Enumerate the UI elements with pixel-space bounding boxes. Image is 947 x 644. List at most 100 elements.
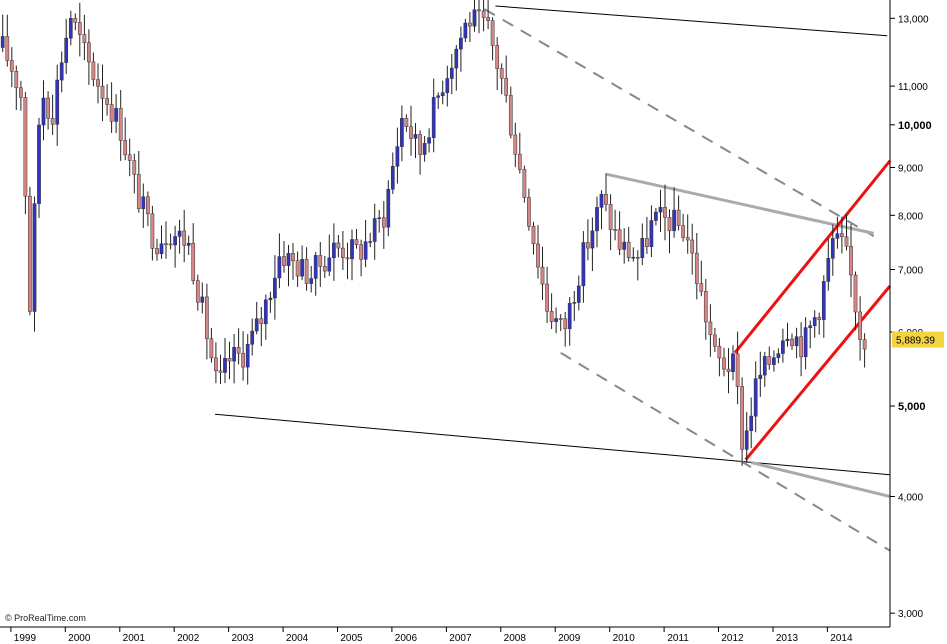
candle-layer [0,0,867,466]
x-tick-label: 2002 [177,633,200,644]
candle-body [168,243,173,246]
candle-body [481,10,486,18]
gray-support-line [750,461,891,498]
candle-body [826,258,831,282]
candle-body [377,217,382,219]
candle-body [82,34,87,43]
x-tick-label: 2013 [776,633,799,644]
candle-body [127,154,132,161]
candle-body [413,134,418,139]
red-channel-lower [744,285,892,461]
candle-body [676,209,681,226]
candle-body [164,243,168,245]
candle-body [46,97,50,119]
candle-body [182,230,187,246]
y-tick-label: 7,000 [898,266,923,277]
candle-body [445,78,450,93]
candle-body [672,209,676,232]
x-tick-label: 2012 [721,633,744,644]
x-tick-label: 2010 [613,633,636,644]
candle-body [472,9,477,27]
candle-body [722,357,726,370]
candle-body [132,160,137,175]
candle-body [73,18,78,23]
candle-body [685,237,690,241]
candle-body [853,274,858,313]
candle-body [150,213,155,249]
candle-body [177,230,182,237]
candle-body [463,22,468,39]
candle-body [513,134,518,155]
candle-body [295,260,300,277]
candle-body [186,242,191,246]
y-tick-label: 13,000 [898,14,929,25]
candle-body [536,243,540,268]
candle-body [263,299,268,325]
x-tick-label: 2011 [667,633,689,644]
candle-body [87,42,91,63]
lower-dashed-trendline [560,351,891,552]
last-price-tag: 5,889.39 [892,331,944,348]
candle-body [785,338,790,342]
candle-body [232,347,236,362]
candle-body [690,239,695,254]
candle-body [477,9,481,12]
candle-body [327,257,332,272]
y-tick-label: 11,000 [898,82,928,93]
candle-body [726,368,731,372]
candle-body [821,281,826,320]
candle-body [431,97,436,138]
candle-body [803,327,808,358]
candle-body [508,95,513,136]
candle-body [449,67,454,79]
x-tick-label: 2004 [286,633,309,644]
candle-body [744,430,749,450]
candle-body [205,296,209,340]
candle-body [740,386,744,450]
candle-body [708,321,713,336]
candle-body [563,318,568,329]
candle-body [345,257,350,260]
candle-body [527,197,531,227]
candle-body [250,330,255,345]
candle-body [468,22,472,27]
candle-body [100,85,105,99]
candle-body [195,280,200,303]
candle-body [436,95,441,98]
upper-black-trendline [495,5,888,37]
candle-body [19,87,23,98]
candle-body [454,48,459,69]
last-price-tag-background [892,331,944,348]
candle-body [862,339,867,350]
candle-body [762,356,767,376]
candle-body [0,36,5,48]
candle-body [645,238,649,247]
candle-body [77,22,82,35]
x-tick-label: 2008 [504,633,527,644]
candle-body [418,134,422,155]
candle-body [459,37,463,50]
y-tick-label: 3,000 [898,609,923,620]
candle-body [749,415,754,431]
candle-body [300,259,304,277]
candle-body [717,345,722,359]
candle-body [123,140,128,156]
candle-body [236,347,241,354]
candle-body [703,291,708,323]
candle-body [572,302,577,304]
candle-body [590,230,595,249]
candle-body [259,318,264,325]
x-tick-label: 2003 [231,633,254,644]
candle-body [635,256,640,259]
candle-body [576,285,581,303]
candle-body [68,18,73,39]
candle-body [767,356,772,365]
y-tick-label: 10,000 [898,120,932,132]
candle-body [794,336,799,347]
candle-body [155,248,159,255]
candle-body [613,229,617,231]
candle-body [146,196,150,215]
candle-body [381,217,386,228]
